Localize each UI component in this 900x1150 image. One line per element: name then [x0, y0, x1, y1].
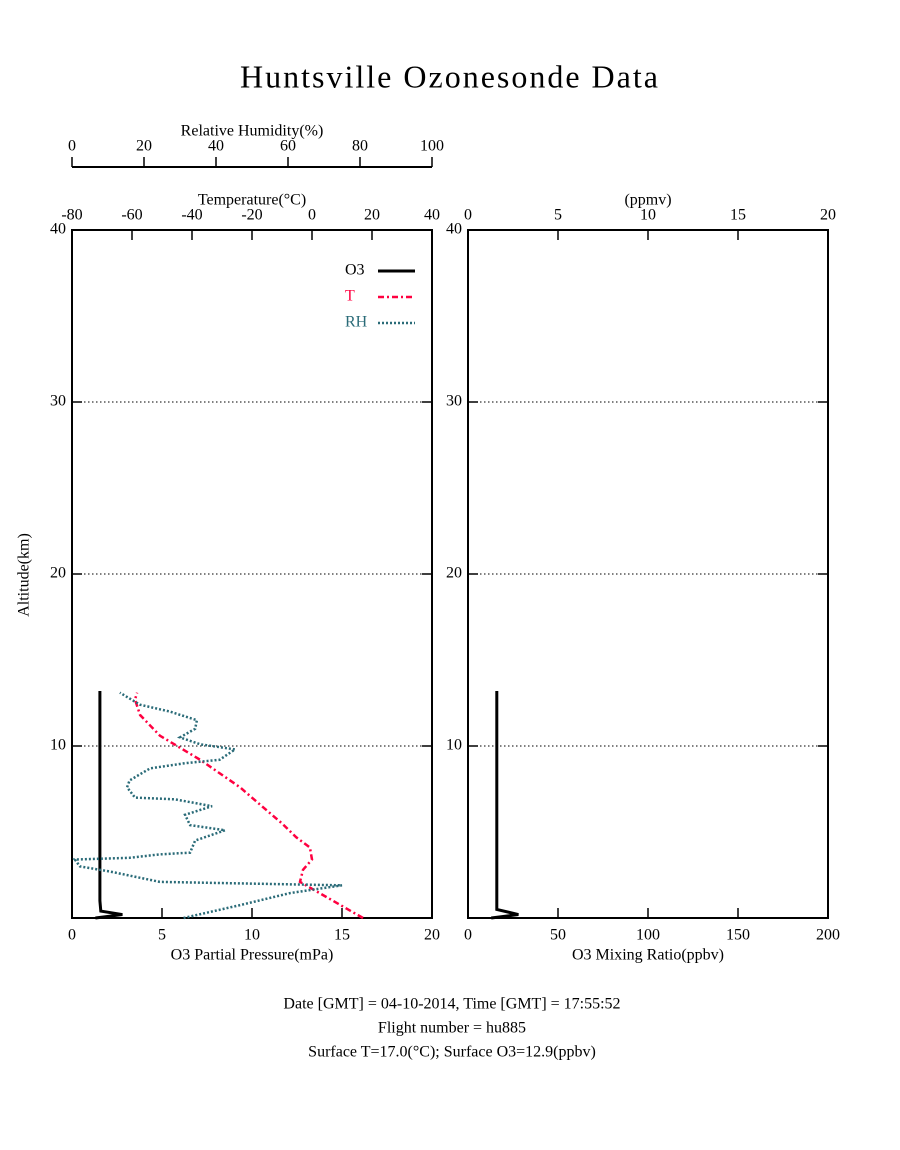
y-tick-label: 30 — [446, 393, 462, 410]
y-tick-label: 30 — [50, 393, 66, 410]
y-tick-label: 20 — [50, 565, 66, 582]
profile-line — [72, 691, 343, 920]
x-tick-label: 150 — [726, 927, 750, 944]
y-tick-label: 10 — [50, 737, 66, 754]
footer-line: Date [GMT] = 04-10-2014, Time [GMT] = 17… — [283, 996, 620, 1013]
legend-label: O3 — [345, 262, 365, 279]
x2-tick-label: 15 — [730, 207, 746, 224]
x-axis-label: O3 Partial Pressure(mPa) — [171, 947, 334, 964]
y-tick-label: 40 — [50, 221, 66, 238]
x-tick-label: 100 — [636, 927, 660, 944]
title: Huntsville Ozonesonde Data — [240, 58, 660, 94]
profile-line — [95, 690, 123, 920]
x3-tick-label: 80 — [352, 138, 368, 155]
x2-tick-label: -60 — [121, 207, 142, 224]
x2-tick-label: -20 — [241, 207, 262, 224]
y-axis-label: Altitude(km) — [16, 533, 33, 617]
x3-tick-label: 100 — [420, 138, 444, 155]
x2-tick-label: 0 — [308, 207, 316, 224]
x-tick-label: 0 — [464, 927, 472, 944]
x2-tick-label: 20 — [364, 207, 380, 224]
x-axis-label: O3 Mixing Ratio(ppbv) — [572, 947, 724, 964]
x-tick-label: 50 — [550, 927, 566, 944]
profile-line — [491, 690, 519, 920]
x2-tick-label: 40 — [424, 207, 440, 224]
y-tick-label: 40 — [446, 221, 462, 238]
x-tick-label: 20 — [424, 927, 440, 944]
x3-tick-label: 60 — [280, 138, 296, 155]
x2-axis-label: (ppmv) — [624, 192, 671, 209]
x2-tick-label: -80 — [61, 207, 82, 224]
x-tick-label: 200 — [816, 927, 840, 944]
y-tick-label: 20 — [446, 565, 462, 582]
x-tick-label: 15 — [334, 927, 350, 944]
x3-tick-label: 0 — [68, 138, 76, 155]
x3-axis-label: Relative Humidity(%) — [181, 123, 324, 140]
x2-tick-label: 0 — [464, 207, 472, 224]
legend-label: T — [345, 288, 355, 305]
x2-tick-label: 20 — [820, 207, 836, 224]
x-tick-label: 5 — [158, 927, 166, 944]
x3-tick-label: 20 — [136, 138, 152, 155]
footer-line: Flight number = hu885 — [378, 1020, 526, 1037]
y-tick-label: 10 — [446, 737, 462, 754]
legend-label: RH — [345, 314, 368, 331]
x-tick-label: 0 — [68, 927, 76, 944]
x2-axis-label: Temperature(°C) — [198, 192, 306, 209]
x2-tick-label: 5 — [554, 207, 562, 224]
x2-tick-label: 10 — [640, 207, 656, 224]
x-tick-label: 10 — [244, 927, 260, 944]
x2-tick-label: -40 — [181, 207, 202, 224]
profile-line — [133, 692, 364, 920]
x3-tick-label: 40 — [208, 138, 224, 155]
footer-line: Surface T=17.0(°C); Surface O3=12.9(ppbv… — [308, 1044, 596, 1061]
